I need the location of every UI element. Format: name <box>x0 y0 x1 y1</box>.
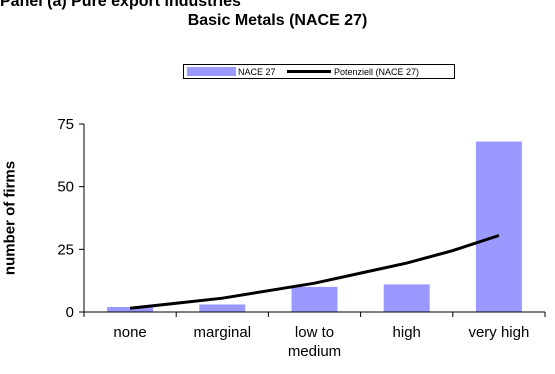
x-tick-label: none <box>113 324 146 341</box>
y-tick-label: 75 <box>57 116 74 133</box>
legend-bar-swatch <box>187 67 236 76</box>
y-tick-label: 0 <box>66 304 74 321</box>
x-tick-label: marginal <box>194 324 252 341</box>
x-tick-label: low to <box>295 324 334 341</box>
bar <box>383 284 430 312</box>
y-tick-label: 25 <box>57 241 74 258</box>
trend-line <box>129 234 500 310</box>
x-tick-label: very high <box>468 324 529 341</box>
x-tick-label: medium <box>288 343 341 360</box>
x-tick-label: high <box>393 324 421 341</box>
legend-bar-label: NACE 27 <box>238 66 276 77</box>
bar <box>107 306 154 312</box>
legend-line-swatch <box>287 70 331 73</box>
legend-line-label: Potenziell (NACE 27) <box>334 66 420 77</box>
panel-title: Panel (a) Pure export industries <box>0 0 241 10</box>
legend-item-bars: NACE 27 <box>187 65 276 78</box>
legend-item-trend: Potenziell (NACE 27) <box>287 65 419 78</box>
y-tick-label: 50 <box>57 179 74 196</box>
bar <box>199 304 246 312</box>
chart-title: Basic Metals (NACE 27) <box>187 12 368 29</box>
bar <box>475 141 522 312</box>
bar <box>291 286 338 312</box>
legend: NACE 27 Potenziell (NACE 27) <box>183 64 455 79</box>
